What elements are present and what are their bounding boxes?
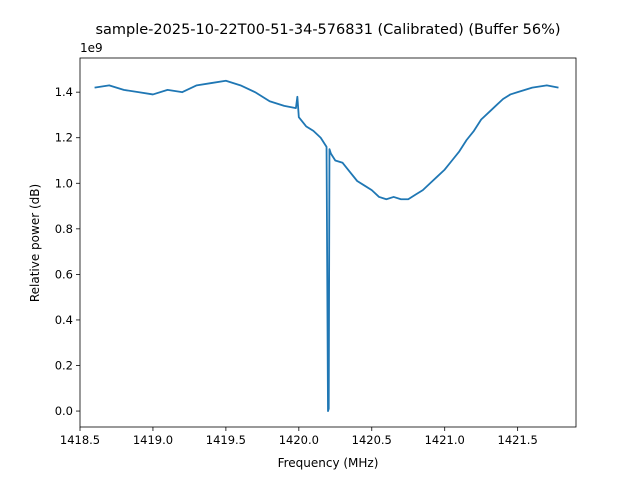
x-axis-label: Frequency (MHz) [278, 456, 379, 470]
y-axis-label: Relative power (dB) [28, 184, 42, 302]
x-tick-label: 1421.0 [425, 433, 465, 447]
y-tick-label: 0.2 [55, 359, 73, 373]
x-tick-label: 1418.5 [60, 433, 100, 447]
x-tick-label: 1421.5 [498, 433, 538, 447]
y-tick-label: 1.2 [55, 131, 73, 145]
y-tick-label: 0.4 [55, 313, 73, 327]
y-tick-label: 0.0 [55, 404, 73, 418]
x-tick-label: 1419.5 [206, 433, 246, 447]
y-axis-offset-label: 1e9 [80, 41, 103, 55]
series-line-0 [94, 79, 559, 412]
y-tick-label: 0.6 [55, 267, 73, 281]
y-tick-label: 0.8 [55, 222, 73, 236]
x-axis: 1418.5 1419.0 1419.5 1420.0 1420.5 1421.0 1421… [60, 427, 538, 447]
chart-title: sample-2025-10-22T00-51-34-576831 (Calib… [95, 22, 560, 38]
x-tick-label: 1420.5 [352, 433, 392, 447]
x-tick-label: 1419.0 [133, 433, 173, 447]
y-tick-label: 1.0 [55, 176, 73, 190]
plot-area [94, 79, 559, 412]
plot-frame [79, 57, 577, 428]
y-tick-label: 1.4 [55, 85, 73, 99]
y-axis: 0.0 0.2 0.4 0.6 0.8 1.0 1.2 1.4 [55, 85, 80, 418]
x-tick-label: 1420.0 [279, 433, 319, 447]
